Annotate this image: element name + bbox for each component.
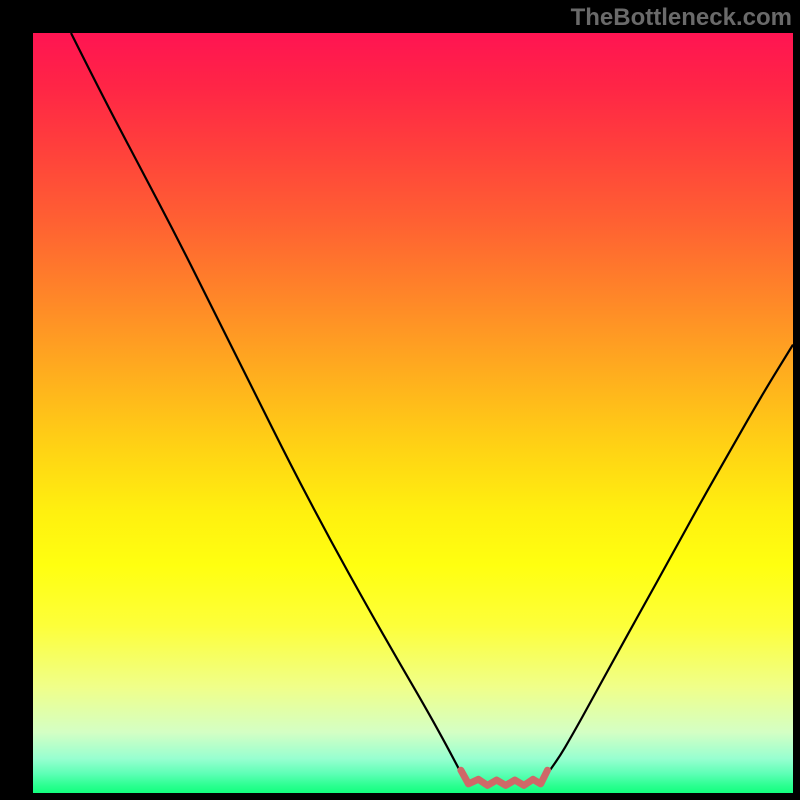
bottleneck-chart [0, 0, 800, 800]
watermark-label: TheBottleneck.com [571, 4, 792, 32]
chart-container: TheBottleneck.com [0, 0, 800, 800]
